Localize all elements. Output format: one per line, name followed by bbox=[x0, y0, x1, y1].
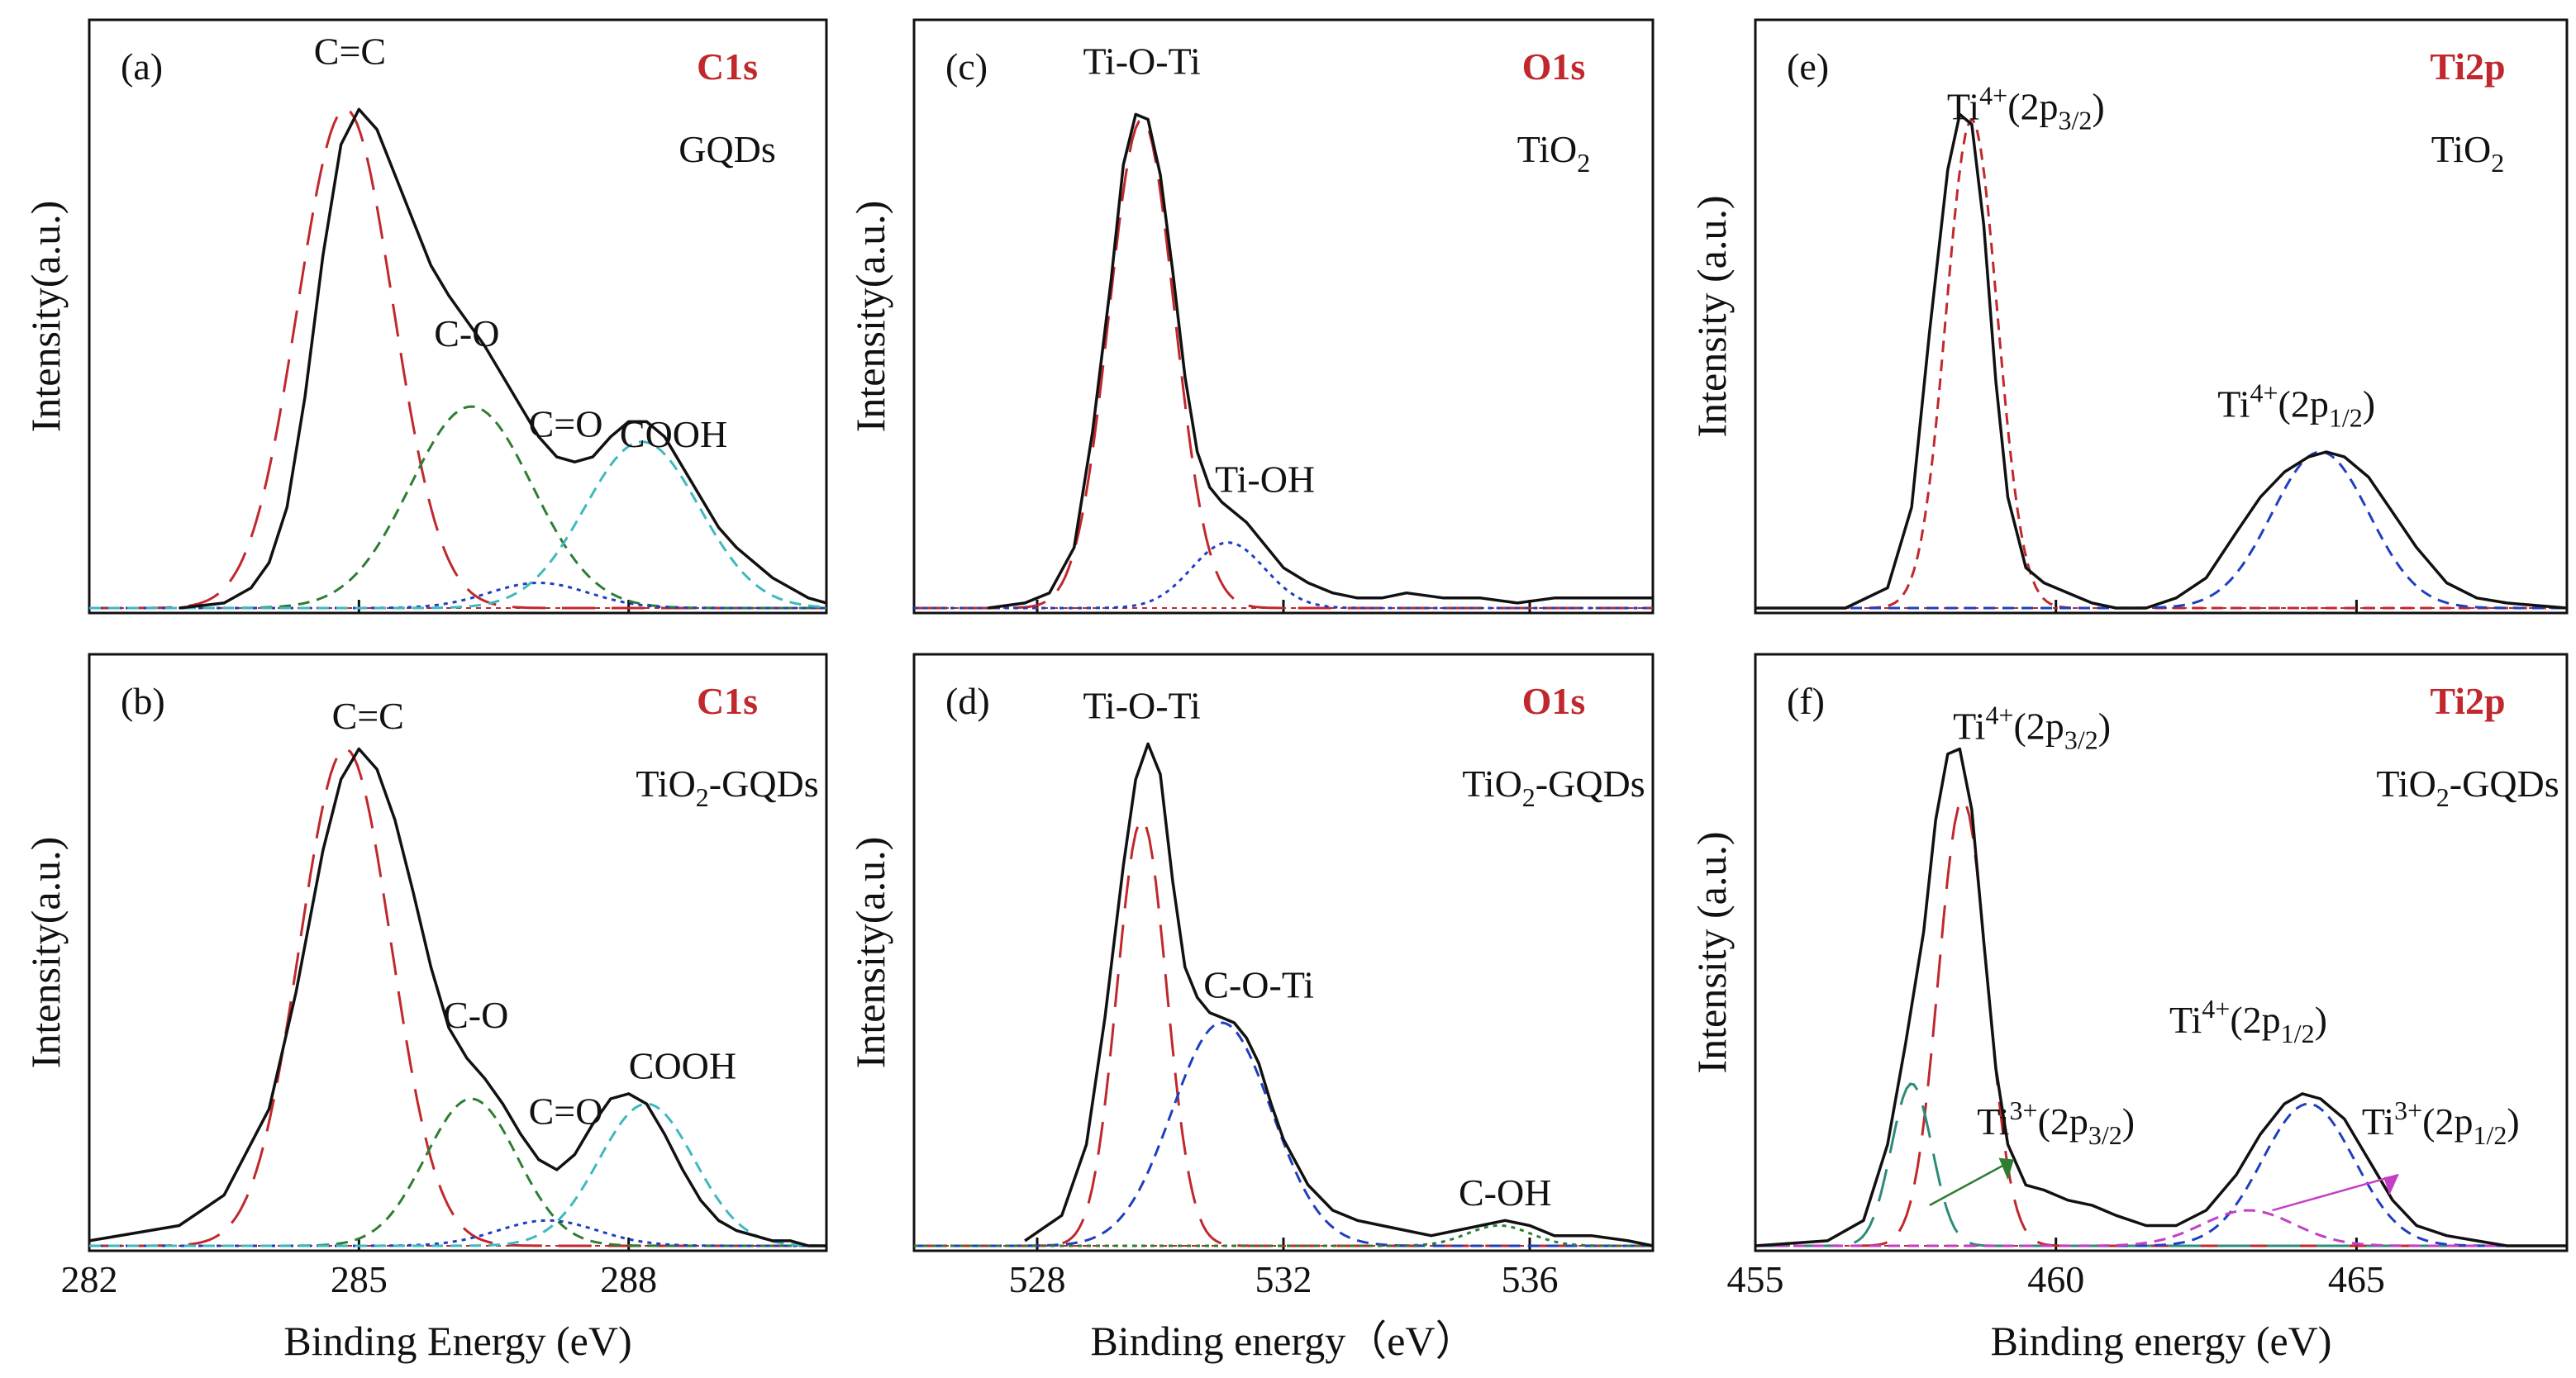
panel-tag: (e) bbox=[1787, 45, 1829, 88]
panel-tag: (f) bbox=[1787, 680, 1825, 722]
peak-label: COOH bbox=[620, 413, 727, 455]
plot-frame bbox=[88, 653, 828, 1252]
peak-label: C-O bbox=[443, 994, 508, 1036]
arrow-ti3-2p12 bbox=[2272, 1173, 2399, 1212]
panel-tag: (d) bbox=[945, 680, 990, 722]
fit-component-blue bbox=[89, 1219, 826, 1247]
x-tick-label: 285 bbox=[331, 1258, 388, 1300]
arrowhead-icon bbox=[1998, 1157, 2014, 1181]
fit-component-purple bbox=[1755, 1209, 2567, 1247]
panel-a: C=C C-O C=O COOH (a) C1s GQDs Intensity(a.u.) bbox=[22, 18, 828, 615]
plot-frame bbox=[912, 18, 1655, 615]
peak-label: COOH bbox=[629, 1044, 736, 1086]
sample-label: GQDs bbox=[679, 128, 776, 170]
panel-b: 282 285 288 C=C C-O C=O COOH (b) C1s TiO2-GQDs Int… bbox=[22, 653, 828, 1364]
spectrum-envelope bbox=[88, 747, 826, 1247]
fit-component-blue bbox=[89, 581, 826, 610]
y-axis-label: Intensity(a.u.) bbox=[22, 201, 69, 432]
peak-label: Ti4+(2p1/2) bbox=[2217, 378, 2375, 432]
x-axis-label: Binding energy (eV) bbox=[1991, 1318, 2332, 1364]
fit-component-blue bbox=[1755, 450, 2567, 610]
peak-label: C=C bbox=[332, 695, 404, 737]
sample-label: TiO2 bbox=[1517, 128, 1590, 178]
arrowhead-icon bbox=[2383, 1175, 2399, 1195]
spectrum-envelope bbox=[1024, 742, 1654, 1247]
x-tick-label: 532 bbox=[1255, 1258, 1312, 1300]
x-tick-label: 528 bbox=[1009, 1258, 1066, 1300]
fit-component-green bbox=[89, 1097, 826, 1247]
x-tick-label: 460 bbox=[2027, 1258, 2084, 1300]
peak-label: Ti-O-Ti bbox=[1083, 40, 1200, 83]
plot-frame bbox=[1754, 18, 2569, 615]
panel-f: 455 460 465 Ti4+(2p3/2) Ti4+(2p1/2) Ti3+(2p3/… bbox=[1688, 653, 2569, 1364]
panel-tag: (c) bbox=[945, 45, 988, 88]
arrow-ti3-2p32 bbox=[1929, 1158, 2015, 1207]
peak-label: Ti4+(2p3/2) bbox=[1953, 700, 2111, 754]
peak-label: C=C bbox=[314, 30, 386, 72]
peak-label: Ti3+(2p1/2) bbox=[2362, 1095, 2520, 1150]
fit-component-red bbox=[1755, 118, 2567, 610]
sample-label: TiO2-GQDs bbox=[2376, 763, 2559, 812]
fit-component-red bbox=[914, 117, 1653, 610]
x-axis-label: Binding Energy (eV) bbox=[283, 1318, 631, 1364]
fit-component-cyan bbox=[89, 440, 827, 610]
panel-c: Ti-O-Ti Ti-OH (c) O1s TiO2 Intensity(a.u.) bbox=[847, 18, 1655, 615]
core-level-label: Ti2p bbox=[2430, 45, 2505, 88]
core-level-label: Ti2p bbox=[2430, 680, 2505, 722]
peak-label: C-O-Ti bbox=[1203, 963, 1314, 1005]
spectrum-envelope bbox=[988, 112, 1653, 610]
peak-label: C=O bbox=[529, 1091, 603, 1133]
plot-frame bbox=[912, 653, 1655, 1252]
peak-label: Ti3+(2p3/2) bbox=[1977, 1095, 2135, 1150]
x-tick-label: 465 bbox=[2328, 1258, 2385, 1300]
peak-label: Ti4+(2p1/2) bbox=[2169, 994, 2327, 1048]
panel-tag: (a) bbox=[121, 45, 163, 88]
sample-label: TiO2-GQDs bbox=[1462, 763, 1645, 812]
sample-label: TiO2-GQDs bbox=[636, 763, 818, 812]
y-axis-label: Intensity(a.u.) bbox=[22, 837, 69, 1068]
y-axis-label: Intensity(a.u.) bbox=[847, 201, 893, 432]
x-tick-label: 536 bbox=[1502, 1258, 1559, 1300]
x-tick-label: 282 bbox=[61, 1258, 118, 1300]
sample-label: TiO2 bbox=[2431, 128, 2504, 178]
spectrum-envelope bbox=[1755, 112, 2568, 610]
peak-label: C-O bbox=[434, 312, 499, 354]
plot-frame bbox=[1754, 653, 2569, 1252]
plot-frame bbox=[88, 18, 828, 615]
x-tick-label: 288 bbox=[600, 1258, 657, 1300]
y-axis-label: Intensity (a.u.) bbox=[1688, 196, 1735, 438]
panel-tag: (b) bbox=[121, 680, 165, 722]
peak-label: C-OH bbox=[1459, 1171, 1551, 1214]
peak-label: Ti-OH bbox=[1215, 459, 1315, 501]
fit-component-red bbox=[89, 748, 826, 1247]
fit-component-cyan bbox=[89, 1102, 827, 1247]
core-level-label: C1s bbox=[697, 45, 758, 88]
fit-component-green bbox=[914, 1224, 1653, 1247]
x-axis-label: Binding energy（eV） bbox=[1090, 1318, 1476, 1364]
peak-label: Ti4+(2p3/2) bbox=[1947, 80, 2105, 135]
fit-component-red bbox=[89, 108, 826, 610]
panel-e: Ti4+(2p3/2) Ti4+(2p1/2) (e) Ti2p TiO2 Intensi… bbox=[1688, 18, 2569, 615]
core-level-label: O1s bbox=[1522, 680, 1586, 722]
core-level-label: C1s bbox=[697, 680, 758, 722]
peak-label: Ti-O-Ti bbox=[1083, 685, 1200, 727]
spectrum-envelope bbox=[1755, 747, 2567, 1247]
peak-label: C=O bbox=[529, 403, 603, 445]
x-tick-label: 455 bbox=[1727, 1258, 1784, 1300]
core-level-label: O1s bbox=[1522, 45, 1586, 88]
y-axis-label: Intensity(a.u.) bbox=[847, 837, 893, 1068]
panel-d: 528 532 536 Ti-O-Ti C-O-Ti C-OH (d) O1s TiO2-GQD… bbox=[847, 653, 1655, 1364]
spectrum-envelope bbox=[179, 107, 827, 610]
y-axis-label: Intensity (a.u.) bbox=[1688, 832, 1735, 1074]
